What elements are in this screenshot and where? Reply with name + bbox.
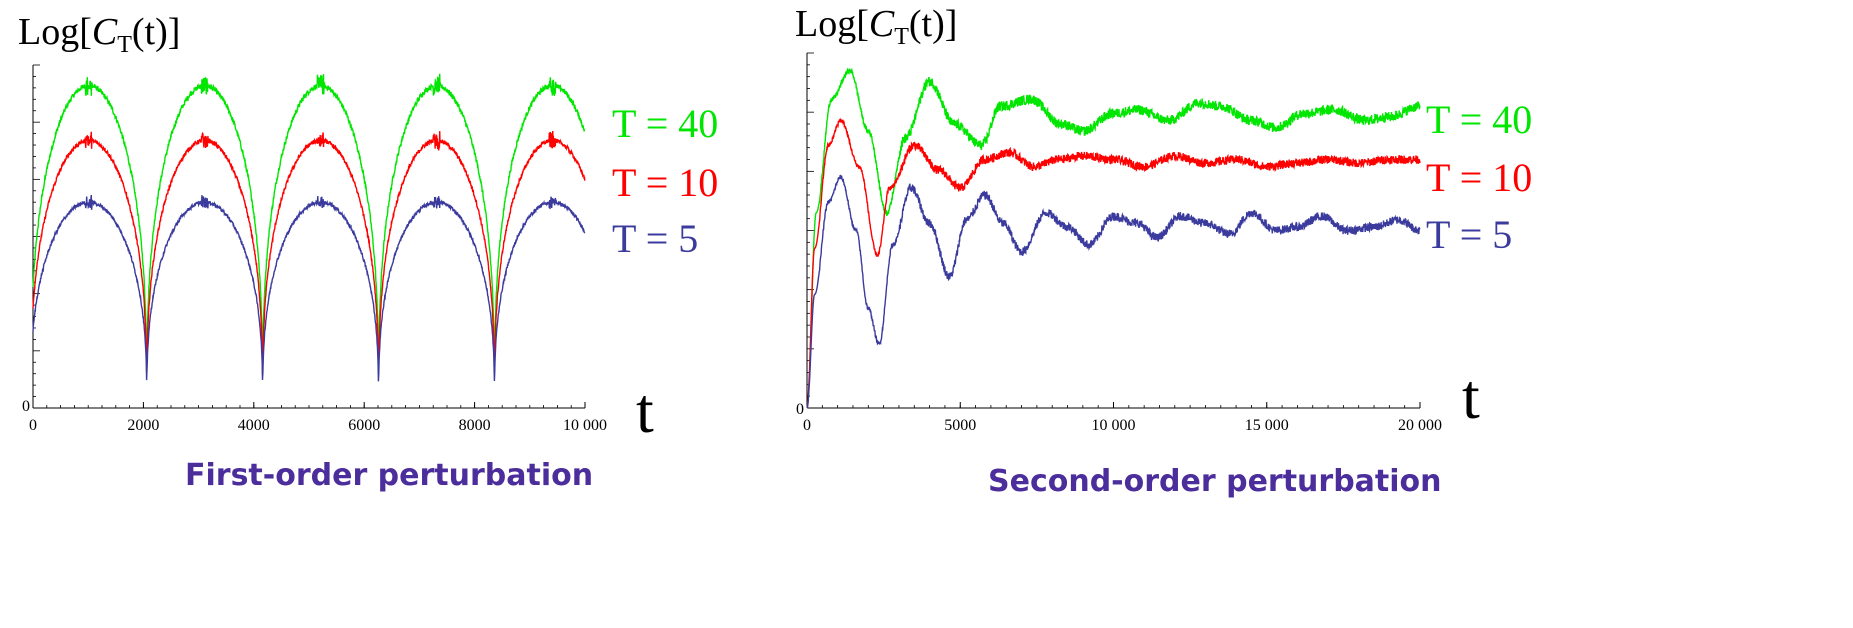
legend-t10: T = 10	[612, 160, 718, 205]
chart-caption: First-order perturbation	[185, 458, 593, 493]
x-tick-label: 2000	[127, 417, 159, 434]
y-axis-label: Log[CT(t)]	[795, 3, 957, 50]
x-tick-label: 20 000	[1398, 417, 1442, 434]
chart-first-order: Log[CT(t)] 0 2000 4000 6000 8000 10 000 0 T =…	[18, 11, 718, 493]
x-tick-label: 0	[29, 417, 37, 434]
x-tick-label: 5000	[944, 417, 976, 434]
x-tick-label: 10 000	[1092, 417, 1136, 434]
legend-t40: T = 40	[612, 101, 718, 146]
y-minor-ticks	[33, 64, 40, 397]
x-tick-label: 6000	[348, 417, 380, 434]
series-line-t40	[806, 67, 1421, 409]
x-minor-ticks	[46, 405, 572, 408]
y-tick-label-0: 0	[22, 398, 30, 415]
series-line-t10	[806, 117, 1421, 409]
series-line-t5	[32, 194, 586, 382]
chart-second-order: Log[CT(t)] 0 5000 10 000 15 000 20 000 0 T =…	[795, 3, 1532, 499]
x-tick-label: 4000	[238, 417, 270, 434]
series-line-t10	[32, 130, 586, 375]
x-tick-labels: 0 2000 4000 6000 8000 10 000	[29, 402, 607, 434]
y-axis-label: Log[CT(t)]	[18, 11, 180, 58]
x-tick-label: 8000	[459, 417, 491, 434]
x-tick-label: 0	[803, 417, 811, 434]
x-axis-label: t	[1462, 361, 1480, 432]
series-line-t5	[806, 174, 1421, 409]
x-axis-label: t	[636, 375, 654, 446]
x-tick-label: 10 000	[563, 417, 607, 434]
legend-t5: T = 5	[1426, 212, 1512, 257]
series-line-t40	[32, 73, 586, 369]
series-group	[806, 67, 1421, 409]
chart-caption: Second-order perturbation	[988, 464, 1442, 499]
legend-t40: T = 40	[1426, 97, 1532, 142]
x-tick-label: 15 000	[1245, 417, 1289, 434]
y-minor-ticks	[807, 52, 814, 397]
series-group	[32, 73, 586, 382]
x-tick-labels: 0 5000 10 000 15 000 20 000	[803, 402, 1442, 434]
legend-t10: T = 10	[1426, 155, 1532, 200]
legend-t5: T = 5	[612, 216, 698, 261]
y-tick-label-0: 0	[796, 401, 804, 418]
